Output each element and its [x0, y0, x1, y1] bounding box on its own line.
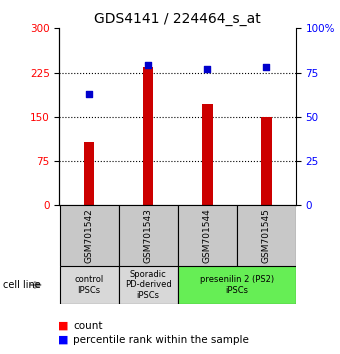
Bar: [143, 67, 153, 205]
Text: percentile rank within the sample: percentile rank within the sample: [73, 335, 249, 345]
Text: GSM701544: GSM701544: [203, 208, 212, 263]
Text: presenilin 2 (PS2)
iPSCs: presenilin 2 (PS2) iPSCs: [200, 275, 274, 295]
Text: GSM701543: GSM701543: [143, 208, 153, 263]
Point: [146, 63, 151, 68]
Bar: [237, 205, 296, 266]
Text: control
IPSCs: control IPSCs: [74, 275, 104, 295]
Bar: [177, 205, 237, 266]
Text: ■: ■: [58, 321, 68, 331]
Text: cell line: cell line: [3, 280, 41, 290]
Text: ■: ■: [58, 335, 68, 345]
Bar: [59, 205, 119, 266]
Bar: [202, 104, 212, 205]
Bar: [119, 266, 177, 304]
Bar: [59, 266, 119, 304]
Point: [264, 64, 269, 70]
Point: [86, 91, 92, 97]
Text: count: count: [73, 321, 103, 331]
Text: GSM701542: GSM701542: [85, 208, 94, 263]
Point: [204, 66, 210, 72]
Text: Sporadic
PD-derived
iPSCs: Sporadic PD-derived iPSCs: [125, 270, 171, 300]
Bar: [119, 205, 177, 266]
Bar: [84, 142, 95, 205]
Bar: [177, 266, 296, 304]
Text: GSM701545: GSM701545: [262, 208, 271, 263]
Bar: [261, 117, 272, 205]
Title: GDS4141 / 224464_s_at: GDS4141 / 224464_s_at: [94, 12, 261, 26]
